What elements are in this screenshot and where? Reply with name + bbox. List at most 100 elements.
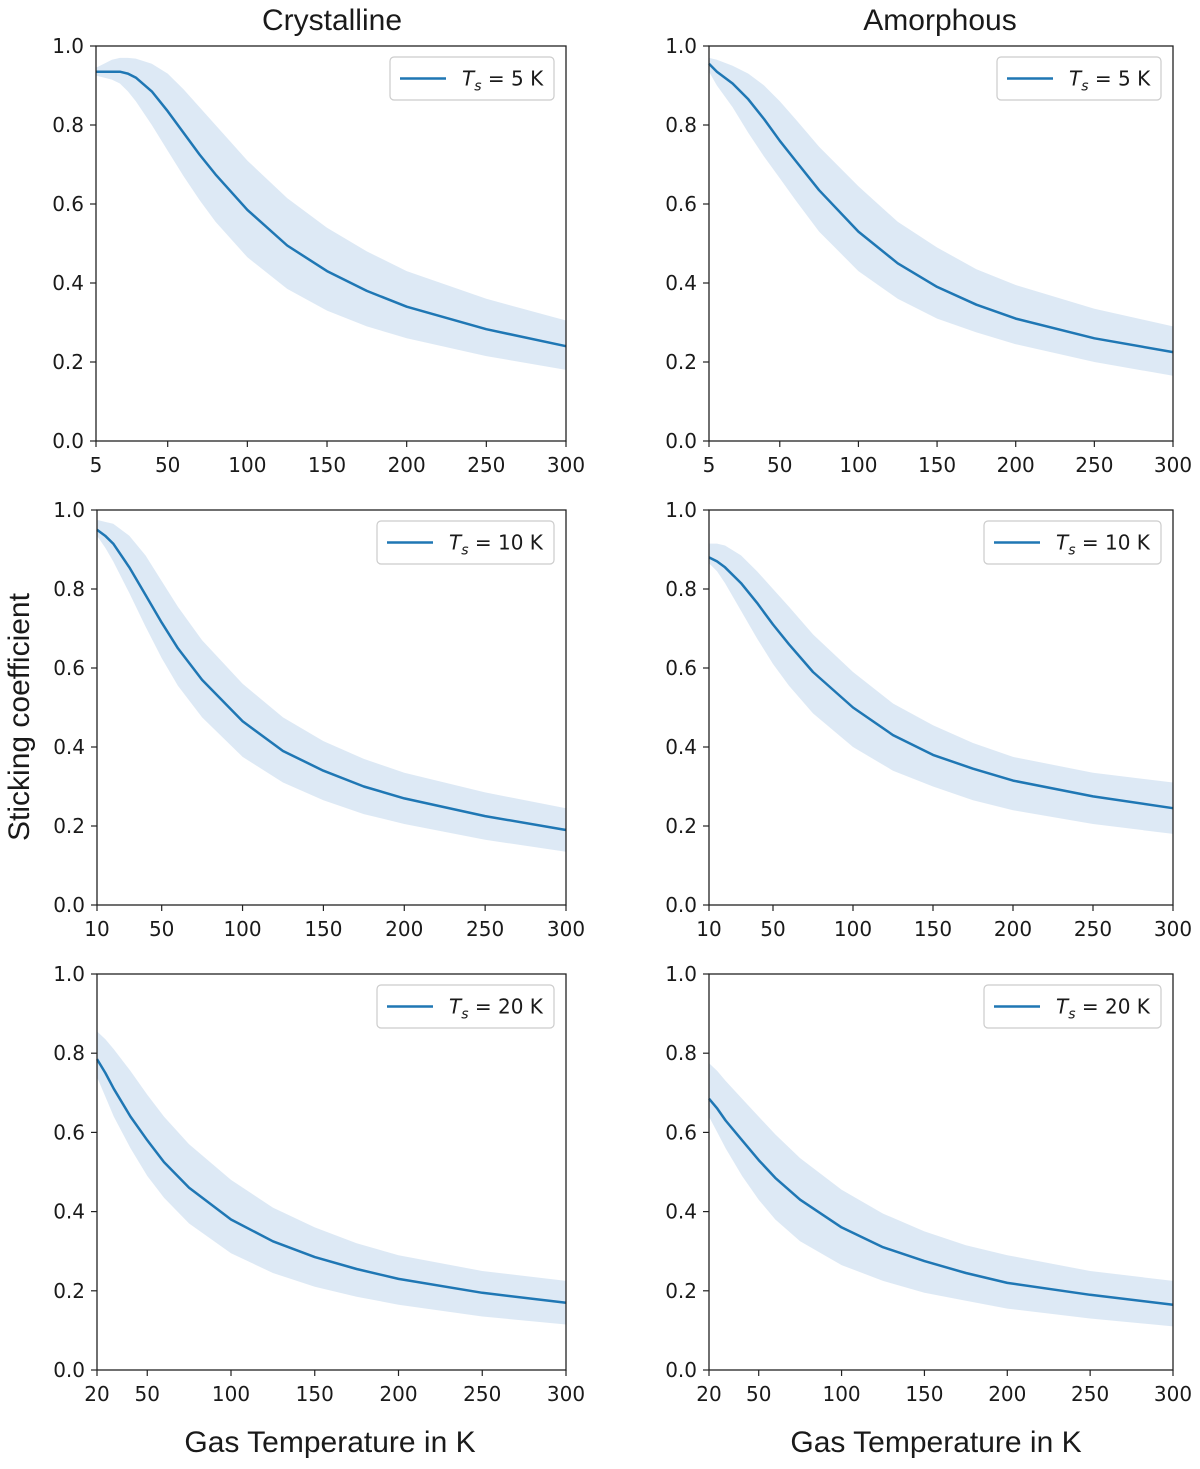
x-tick-label: 50 (746, 1382, 771, 1406)
x-tick-label: 250 (1071, 1382, 1109, 1406)
uncertainty-band (96, 57, 566, 370)
x-tick-label: 100 (228, 453, 266, 477)
panel-0: 5 50 100 150 200 250 300 0.0 0.2 0.4 0.6 0.8 1.0 Ts =… (52, 34, 585, 477)
legend-label: Ts = 10 K (1056, 531, 1151, 559)
axes-frame (96, 509, 567, 906)
x-tick-label: 50 (760, 917, 785, 941)
series-line (96, 528, 567, 832)
legend-label: Ts = 5 K (462, 67, 544, 95)
uncertainty-band (709, 543, 1173, 834)
series-line (708, 556, 1174, 810)
x-tick-label: 200 (388, 453, 426, 477)
x-tick-label: 200 (994, 917, 1032, 941)
y-tick-label: 0.8 (52, 113, 84, 137)
x-tick-label: 20 (84, 1382, 109, 1406)
y-tick-label: 0.4 (665, 735, 697, 759)
axes-frame (708, 45, 1174, 442)
x-tick-label: 300 (1154, 1382, 1192, 1406)
x-tick-label: 150 (308, 453, 346, 477)
x-tick-label: 250 (466, 917, 504, 941)
y-tick-label: 0.0 (665, 429, 697, 453)
y-tick-label: 1.0 (665, 962, 697, 986)
legend-box (389, 56, 555, 101)
x-tick-label: 10 (696, 917, 721, 941)
y-tick-label: 0.0 (53, 893, 85, 917)
axes-frame (95, 45, 567, 442)
legend-label: Ts = 20 K (1056, 995, 1151, 1023)
x-tick-label: 150 (914, 917, 952, 941)
panel-4: 20 50 100 150 200 250 300 0.0 0.2 0.4 0.6 0.8 1.0 Ts … (53, 962, 585, 1406)
x-tick-label: 300 (547, 453, 585, 477)
x-tick-label: 10 (84, 917, 109, 941)
legend-box (996, 56, 1162, 101)
uncertainty-band (709, 57, 1173, 376)
x-axis-label-left: Gas Temperature in K (184, 1426, 476, 1459)
x-tick-label: 100 (822, 1382, 860, 1406)
y-tick-label: 0.6 (665, 1120, 697, 1144)
x-tick-label: 250 (1075, 453, 1113, 477)
legend-box (376, 520, 555, 565)
y-tick-label: 0.0 (665, 1358, 697, 1382)
y-tick-label: 0.4 (53, 735, 85, 759)
x-tick-label: 200 (997, 453, 1035, 477)
y-tick-label: 0.6 (665, 192, 697, 216)
y-tick-label: 0.2 (53, 1279, 85, 1303)
y-tick-label: 0.4 (665, 1200, 697, 1224)
legend-label: Ts = 5 K (1069, 67, 1151, 95)
series-line (708, 62, 1174, 354)
x-tick-label: 50 (155, 453, 180, 477)
y-tick-label: 0.2 (53, 814, 85, 838)
series-line (95, 1058, 567, 1304)
x-tick-label: 100 (839, 453, 877, 477)
x-tick-label: 150 (304, 917, 342, 941)
x-tick-label: 200 (379, 1382, 417, 1406)
y-tick-label: 0.4 (53, 1200, 85, 1224)
x-tick-label: 250 (1074, 917, 1112, 941)
y-tick-label: 1.0 (665, 498, 697, 522)
legend-label: Ts = 20 K (449, 995, 544, 1023)
x-tick-label: 300 (547, 1382, 585, 1406)
y-tick-label: 0.2 (665, 1279, 697, 1303)
legend-box (376, 984, 555, 1029)
y-tick-label: 0.4 (665, 271, 697, 295)
y-tick-label: 0.8 (665, 577, 697, 601)
panel-2: 10 50 100 150 200 250 300 0.0 0.2 0.4 0.6 0.8 1.0 Ts … (53, 498, 585, 941)
y-tick-label: 0.4 (52, 271, 84, 295)
x-tick-label: 300 (1154, 917, 1192, 941)
y-tick-label: 1.0 (52, 34, 84, 58)
x-tick-label: 100 (834, 917, 872, 941)
x-tick-label: 300 (1154, 453, 1192, 477)
x-tick-label: 50 (135, 1382, 160, 1406)
panel-1: 5 50 100 150 200 250 300 0.0 0.2 0.4 0.6 0.8 1.0 Ts =… (665, 34, 1192, 477)
x-tick-label: 20 (696, 1382, 721, 1406)
y-tick-label: 0.0 (52, 429, 84, 453)
y-tick-label: 0.6 (665, 656, 697, 680)
panel-3: 10 50 100 150 200 250 300 0.0 0.2 0.4 0.6 0.8 1.0 Ts … (665, 498, 1192, 941)
y-tick-label: 0.0 (53, 1358, 85, 1382)
y-tick-label: 0.8 (53, 1041, 85, 1065)
y-tick-label: 0.6 (53, 1120, 85, 1144)
x-tick-label: 250 (463, 1382, 501, 1406)
x-tick-label: 150 (918, 453, 956, 477)
y-tick-label: 1.0 (53, 962, 85, 986)
x-tick-label: 150 (905, 1382, 943, 1406)
y-tick-label: 0.8 (665, 1041, 697, 1065)
x-tick-label: 250 (467, 453, 505, 477)
y-tick-label: 0.8 (53, 577, 85, 601)
y-tick-label: 0.8 (665, 113, 697, 137)
uncertainty-band (97, 519, 566, 852)
series-line (96, 70, 567, 348)
panel-5: 20 50 100 150 200 250 300 0.0 0.2 0.4 0.6 0.8 1.0 Ts … (665, 962, 1192, 1406)
axes-frame (96, 973, 567, 1371)
x-tick-label: 200 (988, 1382, 1026, 1406)
x-axis-label-right: Gas Temperature in K (790, 1426, 1082, 1459)
x-tick-label: 100 (223, 917, 261, 941)
uncertainty-band (97, 1031, 566, 1325)
series-line (708, 1097, 1174, 1306)
x-tick-label: 200 (385, 917, 423, 941)
y-tick-label: 0.6 (53, 656, 85, 680)
y-tick-label: 0.0 (665, 893, 697, 917)
x-tick-label: 50 (149, 917, 174, 941)
